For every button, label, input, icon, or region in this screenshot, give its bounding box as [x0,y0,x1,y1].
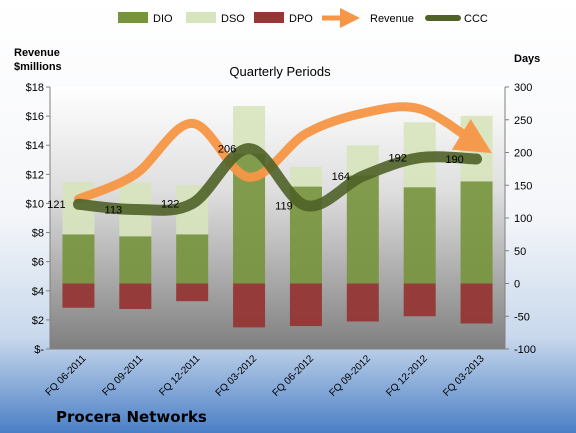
bar-dio [403,187,436,284]
right-tick-label: -50 [514,311,530,323]
bar-dpo [176,283,209,302]
right-tick-label: 100 [514,213,532,225]
bar-dio [62,234,95,284]
bar-dpo [233,283,266,328]
left-tick-label: $4 [32,286,44,298]
right-tick-label: -100 [514,344,536,356]
plot-area [50,87,505,349]
data-label-ccc: 190 [445,154,463,166]
right-axis-label: Days [514,53,540,65]
legend: DIO DSO DPO Revenue CCC [118,8,488,28]
left-axis-label: Revenue $millions [14,47,62,73]
bar-dpo [62,283,95,308]
right-tick-label: 300 [514,82,532,94]
bar-dio [460,181,493,284]
right-tick-label: 150 [514,180,532,192]
bar-dpo [289,283,322,327]
data-label-ccc: 119 [275,201,293,213]
legend-label-revenue: Revenue [370,13,414,25]
bar-dpo [403,283,436,317]
right-tick-label: 250 [514,115,532,127]
legend-swatch-dpo [254,12,284,23]
data-label-ccc: 122 [161,199,179,211]
left-tick-label: $10 [26,198,44,210]
legend-label-dio: DIO [153,13,173,25]
left-tick-label: $18 [26,82,44,94]
chart-title: Quarterly Periods [229,64,331,79]
legend-label-dso: DSO [221,13,245,25]
left-tick-label: $16 [26,111,44,123]
legend-label-dpo: DPO [289,13,313,25]
left-tick-label: $2 [32,315,44,327]
data-label-ccc: 113 [105,204,123,216]
legend-swatch-dio [118,12,148,23]
bar-dio [346,175,379,284]
bar-dso [289,166,322,187]
data-label-ccc: 121 [47,199,65,211]
data-label-ccc: 192 [389,153,407,165]
bar-dpo [119,283,152,310]
left-tick-label: $- [34,344,44,356]
right-tick-label: 50 [514,246,526,258]
bar-dpo [346,283,379,322]
right-tick-label: 200 [514,148,532,160]
right-tick-label: 0 [514,279,520,291]
left-tick-label: $14 [26,140,44,152]
bar-dso [460,115,493,182]
bar-dio [176,234,209,284]
company-name: Procera Networks [56,408,207,426]
left-tick-label: $12 [26,169,44,181]
bar-dio [119,236,152,284]
left-tick-label: $6 [32,257,44,269]
data-label-ccc: 206 [218,144,236,156]
left-tick-label: $8 [32,228,44,240]
lines-layer [72,102,492,216]
bar-dpo [460,283,493,324]
series-line-ccc [72,143,483,216]
legend-swatch-dso [186,12,216,23]
legend-label-ccc: CCC [464,13,488,25]
labels-layer: 121 113 122 206 119 164 192 190 [47,144,463,217]
data-label-ccc: 164 [332,171,350,183]
